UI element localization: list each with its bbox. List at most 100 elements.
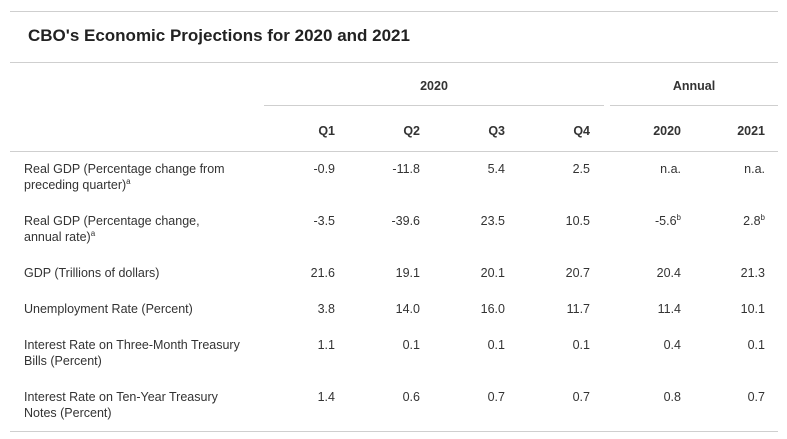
row-label-line-1: Unemployment Rate (Percent) bbox=[24, 302, 193, 316]
header-rule bbox=[10, 151, 778, 152]
table-cell: 10.1 bbox=[705, 301, 765, 317]
row-label: GDP (Trillions of dollars) bbox=[24, 265, 264, 281]
cell-value: 19.1 bbox=[395, 266, 420, 280]
table-cell: 0.7 bbox=[530, 389, 590, 405]
row-label: Unemployment Rate (Percent) bbox=[24, 301, 264, 317]
group-rule-2020 bbox=[264, 105, 604, 106]
top-rule bbox=[10, 11, 778, 12]
table-title: CBO's Economic Projections for 2020 and … bbox=[28, 26, 410, 45]
table-cell: 0.1 bbox=[705, 337, 765, 353]
table-cell: 23.5 bbox=[445, 213, 505, 229]
cell-value: 20.7 bbox=[565, 266, 590, 280]
row-label: Interest Rate on Ten-Year Treasury Notes … bbox=[24, 389, 264, 421]
cell-value: 0.7 bbox=[487, 390, 505, 404]
table-cell: 21.6 bbox=[275, 265, 335, 281]
cell-value: 0.7 bbox=[572, 390, 590, 404]
table-cell: n.a. bbox=[705, 161, 765, 177]
table-cell: 11.7 bbox=[530, 301, 590, 317]
cell-footnote: b bbox=[760, 212, 765, 222]
row-label-line-1: Interest Rate on Three-Month Treasury bbox=[24, 338, 240, 352]
cell-value: n.a. bbox=[744, 162, 765, 176]
table-cell: -39.6 bbox=[360, 213, 421, 229]
row-label: Real GDP (Percentage change from precedin… bbox=[24, 161, 264, 193]
table-cell: 10.5 bbox=[530, 213, 590, 229]
table-cell: 2.5 bbox=[530, 161, 590, 177]
column-header-2021: 2021 bbox=[737, 124, 765, 138]
row-label: Interest Rate on Three-Month Treasury Bil… bbox=[24, 337, 264, 369]
table-cell: 5.4 bbox=[445, 161, 505, 177]
table-cell: 0.7 bbox=[445, 389, 505, 405]
table-cell: 21.3 bbox=[705, 265, 765, 281]
table-cell: 0.1 bbox=[530, 337, 590, 353]
cell-value: 20.4 bbox=[656, 266, 681, 280]
table-cell: 0.1 bbox=[445, 337, 505, 353]
cell-value: 11.4 bbox=[657, 302, 681, 316]
cell-value: 3.8 bbox=[317, 302, 335, 316]
cell-value: -39.6 bbox=[391, 214, 421, 228]
cell-value: 0.1 bbox=[572, 338, 590, 352]
group-header-annual: Annual bbox=[672, 79, 716, 93]
table-cell: 19.1 bbox=[360, 265, 420, 281]
cell-value: 0.1 bbox=[487, 338, 505, 352]
cell-value: 23.5 bbox=[480, 214, 505, 228]
table-cell: 20.7 bbox=[530, 265, 590, 281]
column-header-2020: 2020 bbox=[653, 124, 681, 138]
row-label: Real GDP (Percentage change, annual rate)… bbox=[24, 213, 264, 245]
group-header-2020: 2020 bbox=[420, 79, 448, 93]
cell-value: 20.1 bbox=[480, 266, 505, 280]
table-cell: 1.4 bbox=[275, 389, 335, 405]
cell-value: 14.0 bbox=[395, 302, 420, 316]
cell-value: 11.7 bbox=[566, 302, 590, 316]
row-label-line-2: annual rate) bbox=[24, 230, 91, 244]
row-label-line-1: GDP (Trillions of dollars) bbox=[24, 266, 160, 280]
cell-value: 10.5 bbox=[565, 214, 590, 228]
cell-value: -0.9 bbox=[313, 162, 335, 176]
column-header-q1: Q1 bbox=[318, 124, 335, 138]
cell-value: 0.6 bbox=[402, 390, 420, 404]
bottom-rule bbox=[10, 431, 778, 432]
cell-value: 2.8 bbox=[743, 214, 761, 228]
table-cell: 0.8 bbox=[621, 389, 681, 405]
table-cell: 0.1 bbox=[360, 337, 420, 353]
cell-footnote: b bbox=[676, 212, 681, 222]
cell-value: 16.0 bbox=[480, 302, 505, 316]
cell-value: -5.6 bbox=[655, 214, 677, 228]
row-label-line-1: Real GDP (Percentage change from bbox=[24, 162, 225, 176]
table-cell: 20.4 bbox=[621, 265, 681, 281]
group-rule-annual bbox=[610, 105, 778, 106]
row-label-line-1: Interest Rate on Ten-Year Treasury bbox=[24, 390, 218, 404]
table-cell: -0.9 bbox=[275, 161, 335, 177]
table-cell: -3.5 bbox=[275, 213, 335, 229]
table-cell: 2.8b bbox=[705, 213, 765, 229]
column-header-q4: Q4 bbox=[573, 124, 590, 138]
row-label-footnote: a bbox=[126, 176, 131, 186]
table-cell: n.a. bbox=[621, 161, 681, 177]
cell-value: 2.5 bbox=[572, 162, 590, 176]
table-cell: 0.7 bbox=[705, 389, 765, 405]
cell-value: 0.1 bbox=[747, 338, 765, 352]
cell-value: 1.1 bbox=[317, 338, 335, 352]
row-label-line-1: Real GDP (Percentage change, bbox=[24, 214, 200, 228]
cell-value: 0.8 bbox=[663, 390, 681, 404]
table-cell: 0.6 bbox=[360, 389, 420, 405]
cell-value: 0.1 bbox=[402, 338, 420, 352]
table-cell: 1.1 bbox=[275, 337, 335, 353]
row-label-line-2: Bills (Percent) bbox=[24, 354, 102, 368]
column-header-q2: Q2 bbox=[403, 124, 420, 138]
cell-value: -3.5 bbox=[313, 214, 335, 228]
table-cell: 3.8 bbox=[275, 301, 335, 317]
column-header-q3: Q3 bbox=[488, 124, 505, 138]
cell-value: 1.4 bbox=[317, 390, 335, 404]
cell-value: 21.3 bbox=[740, 266, 765, 280]
table-cell: 20.1 bbox=[445, 265, 505, 281]
cell-value: 0.4 bbox=[663, 338, 681, 352]
cell-value: 5.4 bbox=[487, 162, 505, 176]
table-cell: 14.0 bbox=[360, 301, 420, 317]
row-label-footnote: a bbox=[90, 228, 96, 238]
table-cell: 16.0 bbox=[445, 301, 505, 317]
cell-value: -11.8 bbox=[392, 162, 420, 176]
cell-value: 10.1 bbox=[740, 302, 765, 316]
row-label-line-2: preceding quarter) bbox=[24, 178, 127, 192]
table-cell: 11.4 bbox=[621, 301, 681, 317]
table-cell: -5.6b bbox=[621, 213, 681, 229]
